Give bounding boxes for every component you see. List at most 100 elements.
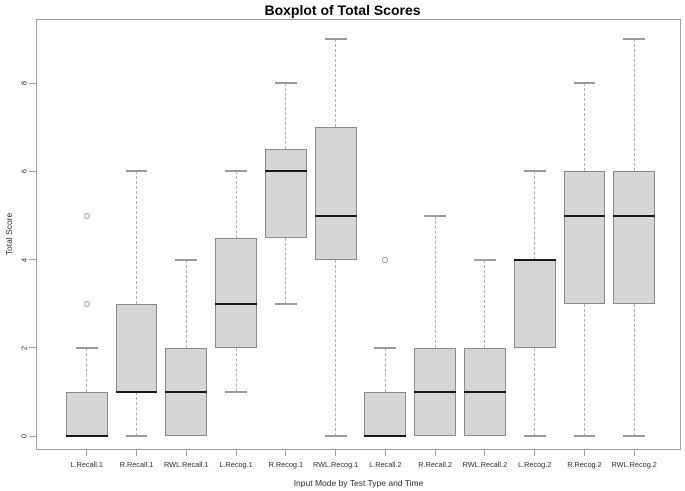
whisker-cap-upper	[324, 37, 347, 40]
y-tick	[29, 435, 36, 437]
whisker-upper	[235, 171, 237, 238]
x-tick	[534, 450, 536, 456]
whisker-cap-upper	[75, 346, 98, 349]
whisker-cap-lower	[324, 435, 347, 438]
iqr-box	[563, 171, 606, 304]
whisker-upper	[534, 171, 536, 260]
whisker-upper	[86, 347, 88, 393]
whisker-cap-upper	[573, 82, 596, 85]
y-tick	[29, 259, 36, 261]
whisker-upper	[136, 171, 138, 304]
outlier-point	[83, 212, 90, 219]
whisker-cap-upper	[374, 346, 397, 349]
whisker-cap-lower	[274, 302, 297, 305]
median-line	[65, 435, 108, 438]
whisker-lower	[633, 303, 635, 437]
x-tick	[86, 450, 88, 456]
median-line	[165, 391, 208, 394]
x-tick-label: L.Recall.1	[70, 460, 103, 469]
x-tick	[434, 450, 436, 456]
x-tick	[583, 450, 585, 456]
median-line	[115, 391, 158, 394]
whisker-upper	[285, 83, 287, 150]
whisker-cap-lower	[523, 435, 546, 438]
whisker-cap-upper	[175, 258, 198, 261]
whisker-cap-lower	[623, 435, 646, 438]
whisker-lower	[235, 347, 237, 393]
x-axis-label: Input Mode by Test Type and Time	[293, 478, 424, 488]
median-line	[314, 214, 357, 217]
whisker-cap-upper	[225, 170, 247, 173]
x-tick	[285, 450, 287, 456]
x-tick-label: RWL.Recall.1	[164, 460, 209, 469]
iqr-box	[613, 171, 656, 304]
x-tick	[484, 450, 486, 456]
whisker-upper	[633, 38, 635, 172]
whisker-lower	[583, 303, 585, 437]
x-tick-label: R.Recall.1	[119, 460, 154, 469]
whisker-cap-upper	[473, 258, 496, 261]
x-tick-label: RWL.Recall.2	[462, 460, 508, 469]
whisker-cap-lower	[225, 391, 247, 394]
whisker-cap-upper	[424, 214, 447, 217]
median-line	[464, 391, 506, 394]
whisker-cap-upper	[523, 170, 546, 173]
y-tick	[29, 170, 36, 172]
whisker-upper	[185, 259, 187, 348]
median-line	[215, 302, 257, 305]
whisker-upper	[583, 83, 585, 172]
iqr-box	[513, 259, 556, 348]
iqr-box	[314, 127, 357, 260]
x-tick	[185, 450, 187, 456]
median-line	[264, 170, 307, 173]
outlier-point	[83, 300, 90, 307]
x-tick-label: RWL.Recog.1	[312, 460, 359, 469]
whisker-upper	[434, 215, 436, 348]
whisker-cap-upper	[125, 170, 148, 173]
whisker-lower	[335, 259, 337, 437]
iqr-box	[264, 149, 307, 238]
median-line	[414, 391, 457, 394]
x-tick-label: L.Recog.2	[518, 460, 552, 469]
iqr-box	[215, 237, 257, 348]
whisker-upper	[384, 347, 386, 393]
y-tick	[29, 347, 36, 349]
whisker-lower	[136, 392, 138, 437]
x-tick	[633, 450, 635, 456]
x-tick-label: RWL.Recog.2	[611, 460, 657, 469]
x-tick	[235, 450, 237, 456]
whisker-cap-lower	[125, 435, 148, 438]
x-tick-label: R.Recall.2	[418, 460, 452, 469]
x-tick-label: R.Recog.1	[268, 460, 304, 469]
whisker-upper	[335, 38, 337, 128]
outlier-point	[382, 256, 389, 263]
median-line	[364, 435, 407, 438]
x-tick-label: L.Recog.1	[219, 460, 253, 469]
whisker-cap-lower	[573, 435, 596, 438]
chart-title: Boxplot of Total Scores	[264, 2, 421, 18]
median-line	[613, 214, 656, 217]
x-tick	[335, 450, 337, 456]
x-tick-label: L.Recall.2	[369, 460, 402, 469]
whisker-lower	[285, 237, 287, 304]
whisker-cap-upper	[274, 82, 297, 85]
x-tick	[384, 450, 386, 456]
x-tick-label: R.Recog.2	[567, 460, 602, 469]
x-tick	[136, 450, 138, 456]
median-line	[513, 258, 556, 261]
y-tick	[29, 82, 36, 84]
